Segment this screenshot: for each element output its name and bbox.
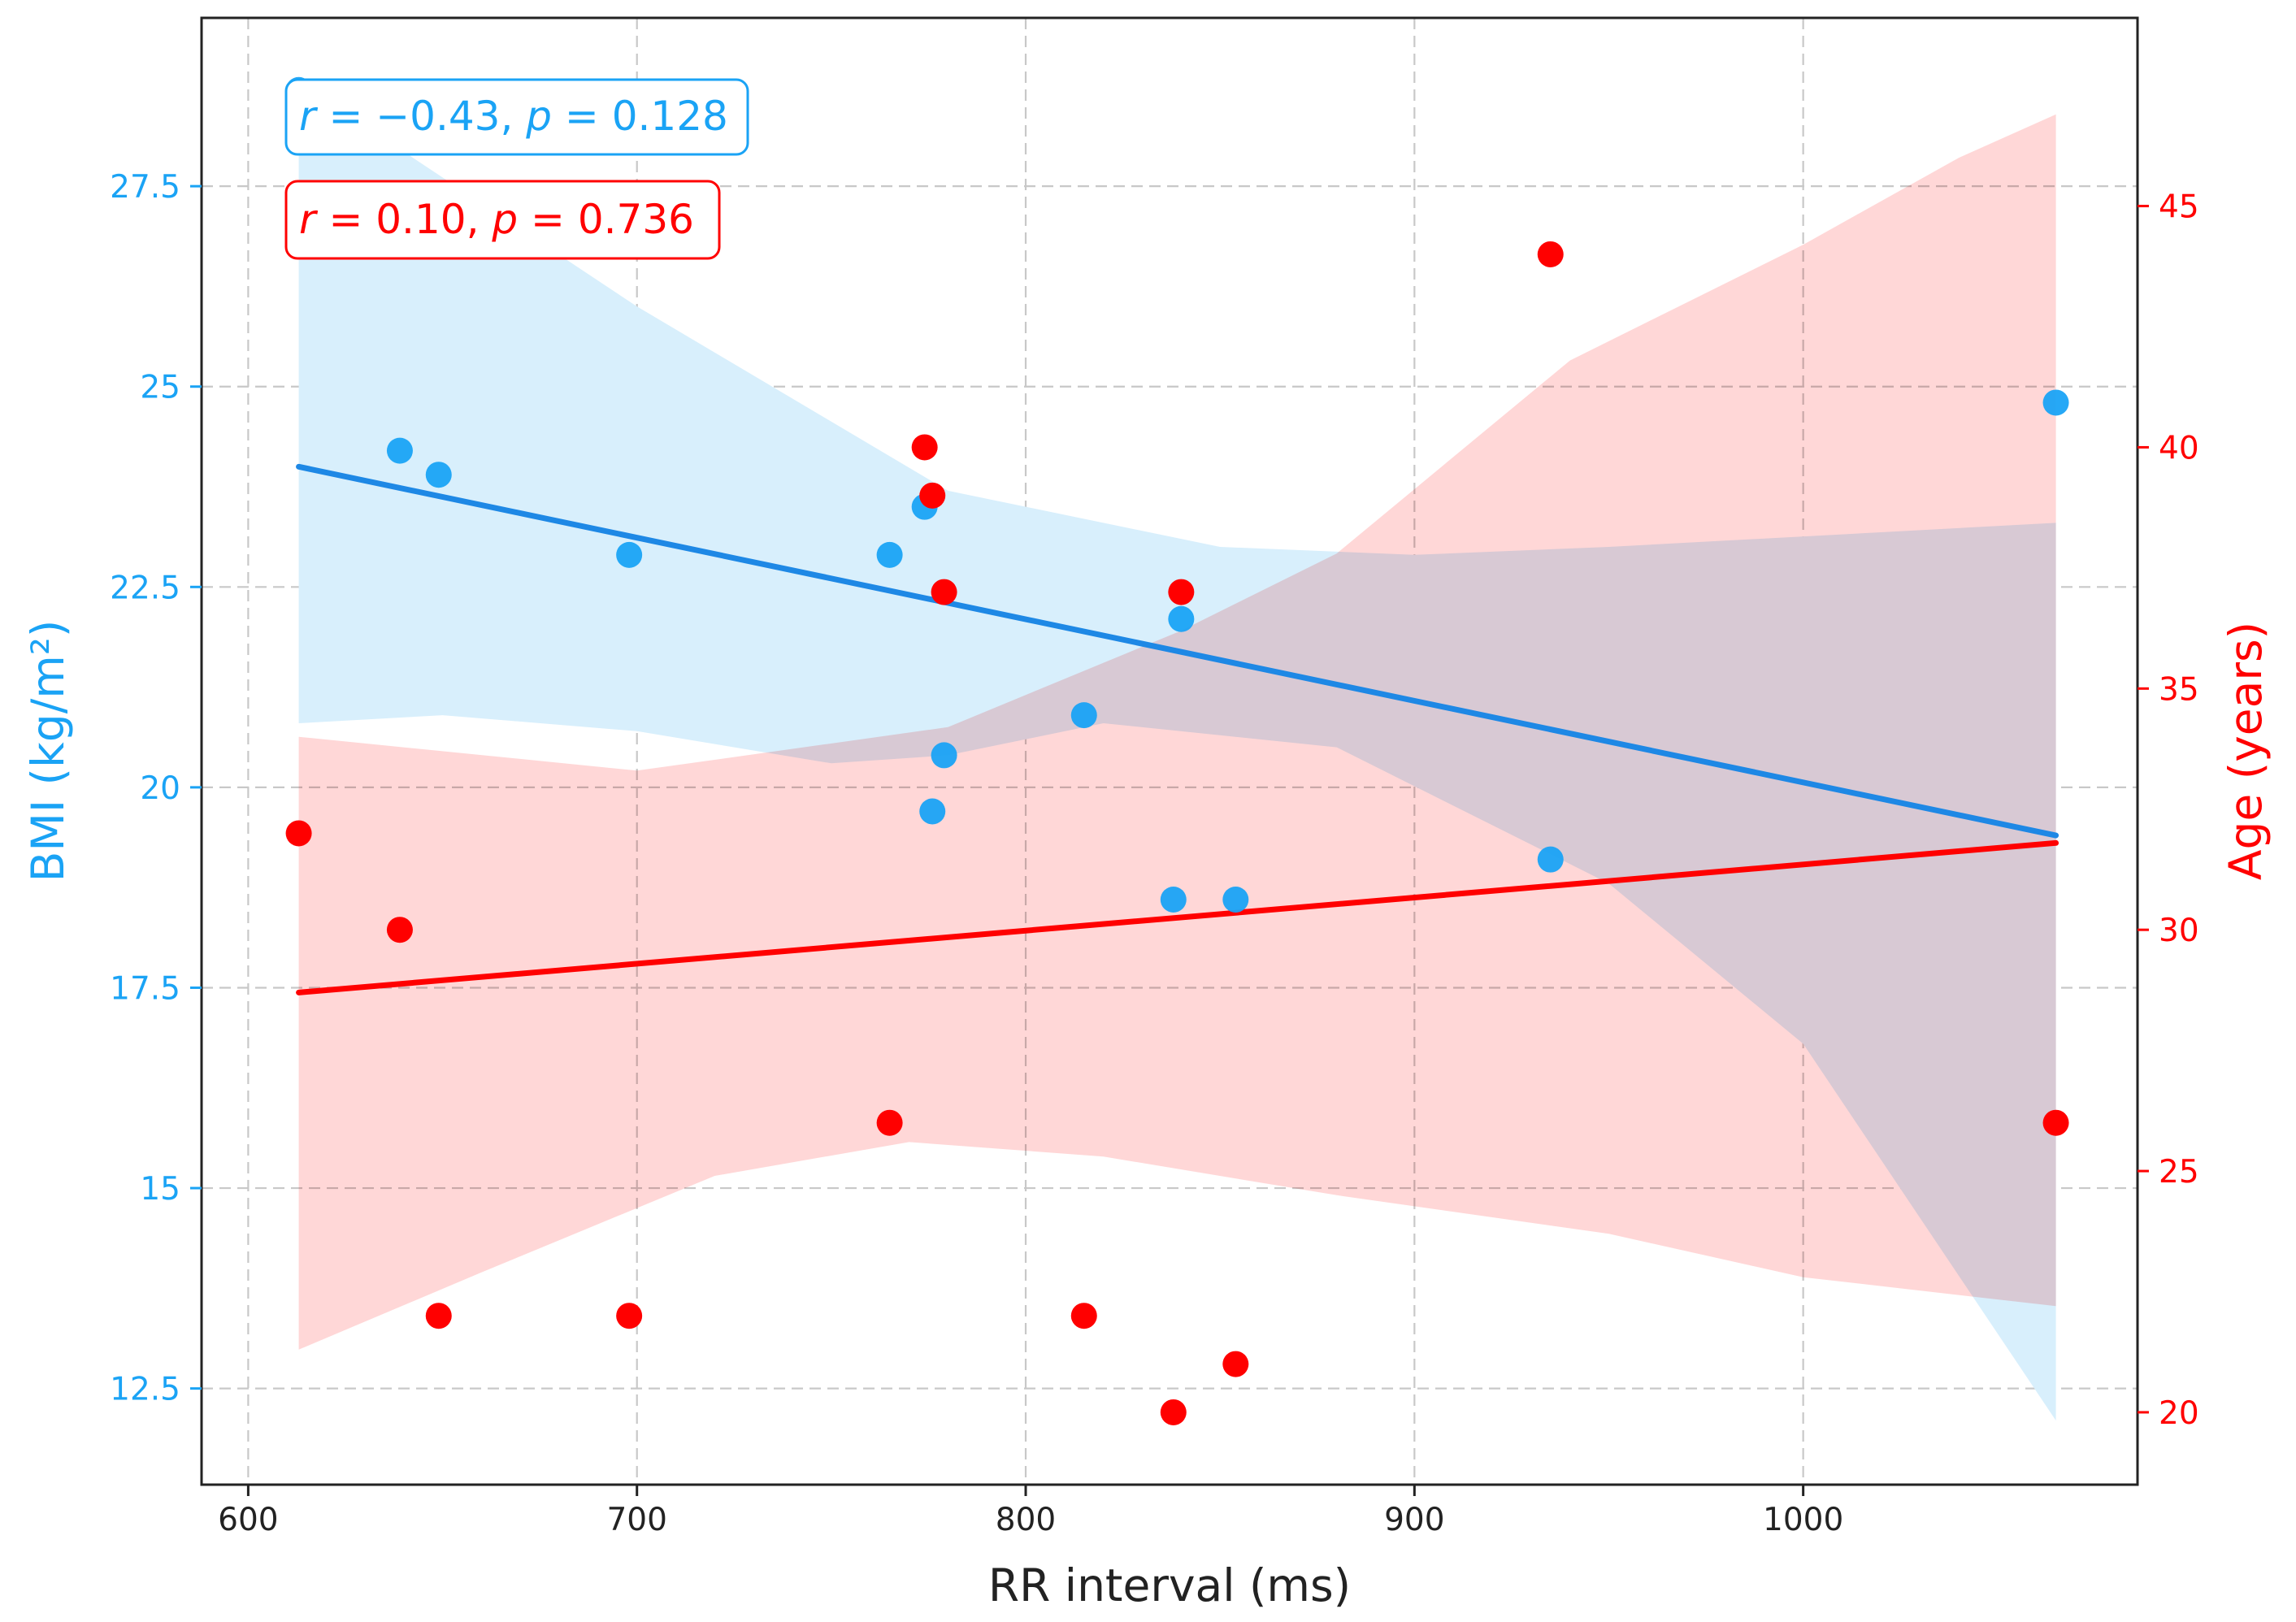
x-axis-title: RR interval (ms) <box>988 1559 1351 1611</box>
y-right-tick-label-3: 35 <box>2159 671 2199 708</box>
x-tick-label-3: 900 <box>1384 1502 1444 1538</box>
bmi-p-value: 0.128 <box>612 93 728 140</box>
age-point-1 <box>386 917 413 943</box>
age-regression-line <box>296 839 2059 995</box>
age-point-8 <box>1070 1303 1097 1329</box>
bmi-correlation-annotation: r = −0.43, p = 0.128 <box>284 78 749 156</box>
y-left-tick-label-6: 27.5 <box>110 169 180 206</box>
bmi-point-10 <box>1168 605 1195 632</box>
plot-frame <box>200 16 2139 1486</box>
bmi-regression-line <box>296 463 2059 839</box>
bmi-confidence-band <box>298 81 2056 1421</box>
age-point-4 <box>876 1109 903 1136</box>
bmi-p-equals: = <box>552 93 612 140</box>
age-point-5 <box>911 434 938 461</box>
x-tick-label-1: 700 <box>606 1502 666 1538</box>
confidence-bands <box>298 81 2056 1421</box>
age-point-9 <box>1160 1399 1187 1425</box>
bmi-r-value: −0.43 <box>375 93 500 140</box>
regression-lines <box>296 463 2059 995</box>
y-left-tick-label-1: 15 <box>140 1171 180 1208</box>
age-p-value: 0.736 <box>578 196 694 243</box>
svg-text:r = −0.43, p = 0.128: r = −0.43, p = 0.128 <box>299 93 728 140</box>
age-point-13 <box>2042 1109 2069 1136</box>
bmi-annotation-box <box>284 78 749 156</box>
bmi-point-1 <box>386 437 413 464</box>
axis-ticks: 600 700 800 900 1000 12.5 15 17.5 20 22.5 25 27.5 20… <box>110 169 2198 1538</box>
bmi-separator: , <box>500 93 526 140</box>
y-right-tick-label-5: 45 <box>2159 189 2199 226</box>
age-point-6 <box>919 482 946 509</box>
age-point-2 <box>425 1303 452 1329</box>
bmi-point-7 <box>931 742 957 769</box>
bmi-point-12 <box>1537 846 1564 873</box>
y-right-tick-label-1: 25 <box>2159 1154 2199 1190</box>
age-confidence-band <box>298 114 2056 1350</box>
age-separator: , <box>467 196 493 243</box>
y-axis-left-title: BMI (kg/m²) <box>22 620 74 883</box>
age-point-0 <box>285 820 312 847</box>
svg-text:r = 0.10, p = 0.736: r = 0.10, p = 0.736 <box>299 196 694 243</box>
bmi-point-4 <box>876 541 903 568</box>
x-tick-label-2: 800 <box>996 1502 1056 1538</box>
y-right-tick-label-4: 40 <box>2159 430 2199 466</box>
bmi-p-symbol: p <box>525 93 552 140</box>
age-r-value: 0.10 <box>375 196 466 243</box>
bmi-point-8 <box>1070 702 1097 729</box>
age-point-12 <box>1537 241 1564 267</box>
age-point-7 <box>931 579 957 605</box>
y-left-tick-label-2: 17.5 <box>110 970 180 1007</box>
y-left-tick-label-3: 20 <box>140 770 180 807</box>
bmi-point-9 <box>1160 886 1187 913</box>
y-left-tick-label-4: 22.5 <box>110 570 180 606</box>
bmi-point-13 <box>2042 389 2069 416</box>
age-p-symbol: p <box>491 196 518 243</box>
bmi-point-6 <box>919 798 946 825</box>
y-axis-right-title: Age (years) <box>2220 622 2272 880</box>
age-point-3 <box>616 1303 643 1329</box>
x-tick-label-0: 600 <box>218 1502 278 1538</box>
y-left-tick-label-5: 25 <box>140 370 180 406</box>
age-annotation-box <box>284 180 721 260</box>
bmi-r-equals: = <box>316 93 376 140</box>
age-r-symbol: r <box>299 196 319 243</box>
y-right-tick-label-0: 20 <box>2159 1395 2199 1432</box>
age-correlation-annotation: r = 0.10, p = 0.736 <box>284 180 721 260</box>
age-point-11 <box>1222 1351 1249 1377</box>
y-left-tick-label-0: 12.5 <box>110 1372 180 1408</box>
bmi-point-3 <box>616 541 643 568</box>
age-p-equals: = <box>518 196 578 243</box>
x-tick-label-4: 1000 <box>1763 1502 1843 1538</box>
bmi-point-11 <box>1222 886 1249 913</box>
age-point-10 <box>1168 579 1195 605</box>
bmi-point-2 <box>425 462 452 488</box>
age-r-equals: = <box>316 196 376 243</box>
bmi-r-symbol: r <box>299 93 319 140</box>
y-right-tick-label-2: 30 <box>2159 913 2199 949</box>
